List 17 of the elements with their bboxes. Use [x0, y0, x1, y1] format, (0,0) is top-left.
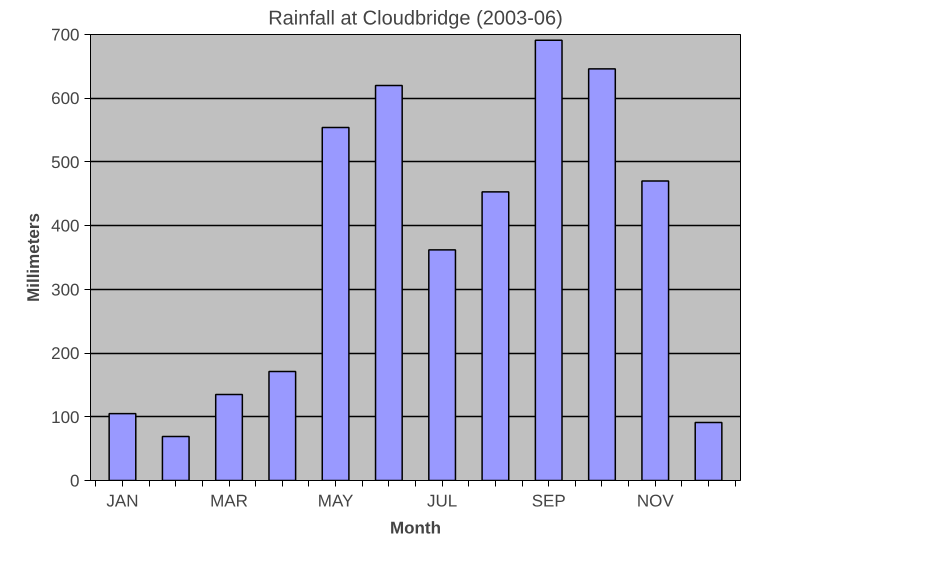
y-tick-label: 100: [51, 408, 80, 427]
x-tick-label: JAN: [106, 492, 139, 510]
y-tick-label: 300: [51, 280, 80, 300]
y-tick-label: 200: [51, 344, 80, 364]
x-tick-label: MAY: [318, 492, 354, 510]
y-tick-label: 500: [51, 152, 80, 172]
chart-title: Rainfall at Cloudbridge (2003-06): [268, 8, 563, 30]
y-tick-label: 700: [51, 26, 80, 44]
x-axis-title: Month: [390, 518, 441, 538]
y-tick-label: 600: [51, 89, 80, 108]
y-tick-label: 400: [51, 216, 80, 236]
x-tick-label: MAR: [210, 492, 248, 510]
x-tick-label: NOV: [636, 492, 674, 510]
x-tick-label: JUL: [427, 492, 458, 510]
x-tick-label: SEP: [532, 492, 566, 510]
y-tick-label: 0: [70, 472, 80, 490]
y-axis-title: Millimeters: [24, 213, 44, 302]
